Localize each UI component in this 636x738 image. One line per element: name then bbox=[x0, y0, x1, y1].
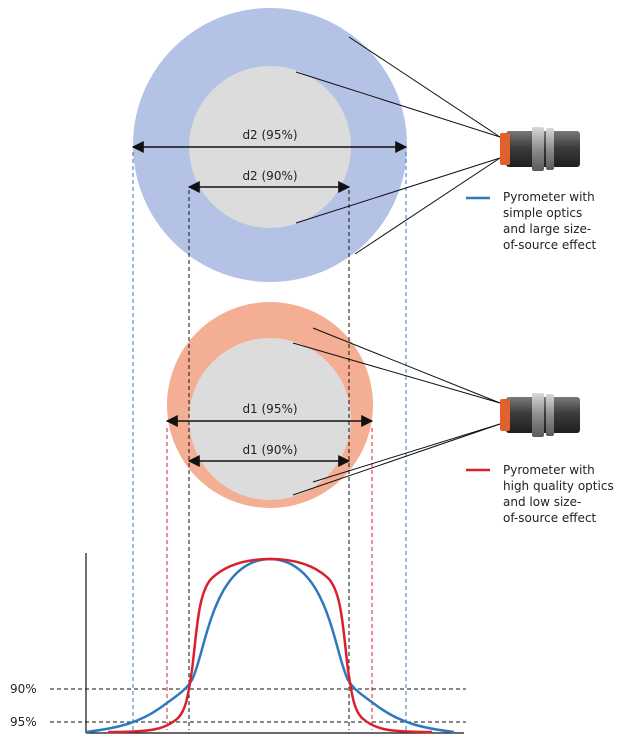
label-d1-90: d1 (90%) bbox=[242, 443, 297, 457]
label-d2-90: d2 (90%) bbox=[242, 169, 297, 183]
label-d1-95: d1 (95%) bbox=[242, 402, 297, 416]
sight-lines-bottom bbox=[292, 327, 501, 496]
legend-blue-line-4: of-source effect bbox=[503, 238, 597, 252]
legend-red-line-4: of-source effect bbox=[503, 511, 597, 525]
sight-lines-top bbox=[295, 36, 501, 255]
legend-blue-line-2: simple optics bbox=[503, 206, 583, 220]
blue-profile-curve bbox=[85, 557, 455, 734]
legend-red: Pyrometer with high quality optics and l… bbox=[503, 462, 614, 526]
label-d2-95: d2 (95%) bbox=[242, 128, 297, 142]
red-profile-curve bbox=[107, 557, 433, 734]
label-95-percent: 95% bbox=[10, 715, 37, 729]
inner-disk-d1 bbox=[189, 338, 351, 500]
label-90-percent: 90% bbox=[10, 682, 37, 696]
legend-blue: Pyrometer with simple optics and large s… bbox=[503, 189, 596, 253]
legend-red-line-2: high quality optics bbox=[503, 479, 614, 493]
legend-red-line-3: and low size- bbox=[503, 495, 582, 509]
pyrometer-sensor-icon bbox=[500, 393, 580, 437]
legend-blue-line-1: Pyrometer with bbox=[503, 190, 595, 204]
legend-blue-line-3: and large size- bbox=[503, 222, 592, 236]
legend-red-line-1: Pyrometer with bbox=[503, 463, 595, 477]
pyrometer-sensor-icon bbox=[500, 127, 580, 171]
